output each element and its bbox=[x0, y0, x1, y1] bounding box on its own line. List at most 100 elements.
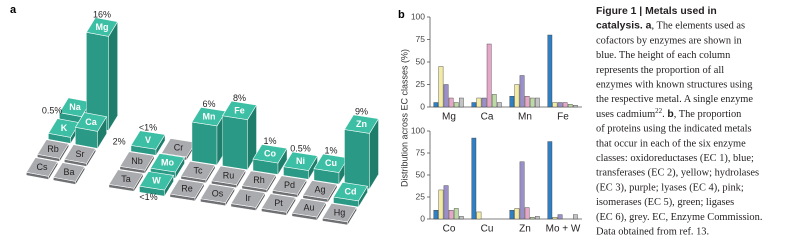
caption-text: , The proportion bbox=[674, 109, 742, 120]
element-symbol: Os bbox=[212, 188, 224, 198]
caption-line: classes: oxidoreductases (EC 1), blue; bbox=[596, 153, 754, 164]
tile-front bbox=[344, 129, 370, 190]
caption-line: (EC 3), purple; lyases (EC 4), pink; bbox=[596, 182, 744, 193]
element-symbol: Na bbox=[69, 102, 81, 112]
caption-text: , The elements used as bbox=[651, 21, 745, 32]
percent-label: 6% bbox=[202, 99, 215, 109]
metal-column: W bbox=[139, 171, 174, 197]
x-tick-label: Fe bbox=[557, 112, 569, 123]
tile-top bbox=[261, 193, 296, 213]
caption-line: the respective metal. A single enzyme bbox=[596, 94, 753, 105]
element-symbol: Hg bbox=[334, 207, 346, 217]
element-tile: Pt bbox=[261, 193, 296, 217]
caption-text: classes: oxidoreductases (EC 1), blue; bbox=[596, 153, 754, 164]
element-symbol: Ba bbox=[63, 167, 74, 177]
tile-top bbox=[63, 144, 97, 164]
y-tick-label: 25 bbox=[416, 191, 426, 201]
bar bbox=[524, 95, 530, 108]
tile-front bbox=[222, 115, 248, 170]
caption-text: (EC 3), purple; lyases (EC 4), pink; bbox=[596, 182, 744, 193]
tile-top bbox=[291, 198, 327, 218]
tile-top bbox=[222, 100, 257, 121]
tile-top bbox=[139, 171, 174, 191]
bar bbox=[443, 84, 449, 108]
element-symbol: Ru bbox=[223, 170, 235, 180]
caption-line: (EC 6), grey. EC, Enzyme Commission. bbox=[596, 212, 762, 223]
percent-label: 8% bbox=[233, 93, 246, 103]
caption-line: of proteins using the indicated metals bbox=[596, 124, 752, 135]
element-symbol: Mo bbox=[161, 158, 174, 168]
element-tile: Ba bbox=[52, 162, 86, 186]
y-tick-label: 0 bbox=[420, 101, 425, 111]
caption-text: blue. The height of each column bbox=[596, 50, 731, 61]
metal-column: Cu bbox=[313, 153, 349, 185]
bar bbox=[509, 209, 515, 220]
percent-label: 0.5% bbox=[42, 106, 63, 116]
percent-label: <1% bbox=[139, 192, 157, 202]
element-tile: Pd bbox=[272, 175, 307, 199]
tile-front bbox=[191, 121, 218, 166]
x-tick-label: Zn bbox=[519, 224, 531, 235]
bar bbox=[476, 211, 482, 220]
tile-top bbox=[108, 169, 144, 189]
bar bbox=[453, 102, 459, 108]
bar bbox=[448, 209, 454, 220]
bar bbox=[491, 94, 497, 108]
element-tile: Sr bbox=[63, 144, 97, 168]
tile-top bbox=[36, 139, 70, 159]
y-axis-label: Distribution across EC classes (%) bbox=[399, 49, 409, 187]
element-symbol: Sr bbox=[76, 149, 85, 159]
caption-text: isomerases (EC 5), green; ligases bbox=[596, 197, 734, 208]
caption-text: catalysis. bbox=[596, 21, 643, 32]
bar bbox=[529, 97, 535, 108]
metal-column: Mn bbox=[191, 106, 227, 166]
percent-label: 9% bbox=[355, 106, 368, 116]
element-symbol: Rb bbox=[47, 144, 59, 154]
element-tile: Re bbox=[169, 178, 205, 202]
x-tick-label: Ca bbox=[481, 112, 494, 123]
panel-label: b bbox=[398, 9, 405, 21]
element-symbol: Ir bbox=[245, 193, 251, 203]
percent-label: 0.5% bbox=[290, 144, 311, 154]
tile-top bbox=[47, 118, 81, 138]
percent-label: 16% bbox=[93, 9, 111, 19]
caption-line: cofactors by enzymes are shown in bbox=[596, 35, 743, 46]
element-symbol: Re bbox=[181, 183, 193, 193]
caption-text: enzymes with known structures using bbox=[596, 80, 752, 91]
tile-top bbox=[302, 180, 338, 200]
element-symbol: Cs bbox=[37, 162, 48, 172]
caption-line: Figure 1 | Metals used in bbox=[596, 6, 717, 17]
y-tick-label: 0 bbox=[420, 213, 425, 223]
element-tile: Ag bbox=[302, 180, 338, 203]
metal-column: Ca bbox=[74, 112, 108, 150]
y-tick-label: 25 bbox=[416, 79, 426, 89]
caption-text: Figure 1 | Metals used in bbox=[596, 6, 717, 17]
bar bbox=[497, 102, 502, 108]
bar bbox=[481, 97, 487, 108]
caption-line: represents the proportion of all bbox=[596, 65, 724, 76]
bar bbox=[519, 75, 525, 108]
tile-top bbox=[333, 181, 368, 202]
bar bbox=[459, 216, 464, 220]
bar bbox=[471, 102, 477, 108]
metal-column: Ni bbox=[283, 151, 318, 181]
bar bbox=[438, 189, 444, 220]
caption-text: that occur in each of the six enzyme bbox=[596, 138, 746, 149]
bar bbox=[573, 214, 578, 220]
tile-top bbox=[180, 160, 216, 181]
metal-column: V bbox=[130, 130, 166, 157]
bar bbox=[557, 102, 563, 108]
caption-text: of proteins using the indicated metals bbox=[596, 124, 752, 135]
tile-top bbox=[74, 112, 108, 132]
element-symbol: Pd bbox=[284, 180, 295, 190]
y-tick-label: 75 bbox=[416, 147, 426, 157]
caption-line: isomerases (EC 5), green; ligases bbox=[596, 197, 734, 208]
bar bbox=[476, 97, 482, 108]
bar bbox=[443, 185, 449, 220]
bar bbox=[557, 214, 563, 220]
y-tick-label: 50 bbox=[416, 56, 426, 66]
element-tile: Os bbox=[200, 183, 235, 207]
percent-label: 1% bbox=[263, 136, 276, 146]
y-tick-label: 100 bbox=[411, 125, 425, 135]
